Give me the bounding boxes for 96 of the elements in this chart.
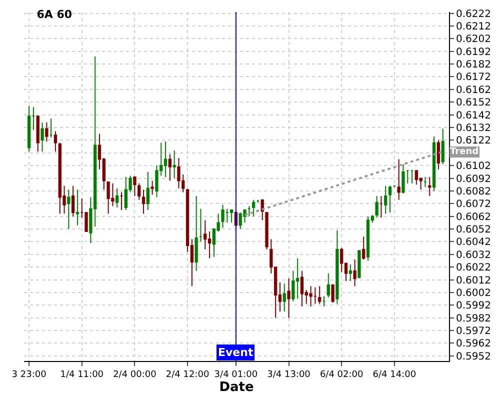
candlestick [384,185,388,214]
candlestick [146,171,150,210]
y-tick-label: 0.6022 [456,262,491,274]
candlestick [120,192,124,210]
candlestick [265,212,268,250]
candlestick [72,185,75,217]
x-tick-label: 3 23:00 [12,370,47,380]
y-tick-label: 0.6002 [456,288,491,299]
candlestick [138,182,141,200]
y-tick-label: 0.5952 [456,351,491,362]
x-axis-title: Date [219,380,254,395]
chart-title: 6A 60 [36,8,72,21]
y-tick-label: 0.6012 [456,275,491,286]
candlestick [326,272,330,298]
candlestick [133,176,136,197]
candlestick [287,278,290,318]
candlestick [252,199,256,217]
x-tick-label: 2/4 12:00 [166,370,210,380]
y-tick-label: 0.6212 [456,21,491,32]
candlestick [282,283,286,312]
y-tick-label: 0.6182 [456,60,491,71]
candlestick [318,286,322,304]
y-tick-label: 0.6122 [456,136,491,147]
candlestick [164,140,168,178]
candlestick [221,204,224,228]
y-tick-label: 0.6142 [456,110,491,122]
y-tick-label: 0.6042 [456,237,491,248]
candlestick [402,164,405,194]
ref-line-label: Event [218,346,254,359]
y-tick-label: 0.6192 [456,46,491,58]
y-tick-label: 0.5982 [456,313,491,324]
candlestick [410,170,414,184]
candlestick [256,199,260,203]
candlestick [331,284,334,304]
candlestick [67,189,70,230]
candlestick [436,140,440,170]
candlestick [380,196,383,218]
candlestick [397,158,400,200]
candlestick [406,170,410,184]
candlestick [348,264,352,282]
candlestick [353,258,356,287]
y-tick-label: 0.6222 [456,8,491,20]
candlestick [260,199,264,221]
y-tick-label: 0.5962 [456,338,491,350]
y-tick-label: 0.6052 [456,224,491,236]
y-tick-label: 0.6072 [456,199,491,210]
candlestick [76,189,80,226]
candlestick [142,189,146,214]
candlestick [428,176,432,197]
x-tick-label: 6/4 14:00 [372,370,416,380]
candlestick [168,154,172,182]
y-tick-label: 0.6032 [456,250,491,261]
candlestick [336,230,339,304]
candlestick [248,206,251,217]
y-tick-label: 0.6102 [456,161,491,172]
candlestick [172,150,176,179]
candlestick [45,122,48,142]
candlestick [424,176,427,188]
y-tick-label: 0.5972 [456,326,491,338]
x-tick-label: 3/4 01:00 [214,370,258,380]
candlestick [309,286,312,307]
y-tick-label: 0.6092 [456,174,491,185]
candlestick [375,196,378,218]
x-tick-label: 3/4 13:00 [267,370,311,380]
candlestick [40,122,44,152]
x-tick-label: 2/4 00:00 [113,370,157,380]
candlestick [230,209,234,224]
candlestick [199,208,202,242]
candlestick [36,116,40,152]
candlestick [358,250,361,280]
series-label: Trend [450,147,479,157]
candlestick [32,106,36,131]
candlestick [49,118,53,138]
candlestick [441,128,444,165]
y-tick-label: 0.6202 [456,34,491,46]
candlestick [150,180,154,196]
candlestick [362,236,366,260]
candlestick [194,196,198,272]
y-tick-label: 0.6172 [456,72,491,84]
candlestick [388,185,392,214]
x-tick-label: 1/4 11:00 [60,370,104,380]
candlestick [366,216,370,262]
candlestick [54,130,58,152]
y-tick-label: 0.6162 [456,84,491,96]
candlestick [116,188,119,208]
y-tick-label: 0.6082 [456,186,491,198]
x-tick-label: 6/4 02:00 [320,370,364,380]
y-tick-label: 0.5992 [456,300,491,312]
y-tick-label: 0.6062 [456,212,491,223]
y-tick-label: 0.6132 [456,122,491,134]
candlestick [177,157,180,189]
candlestick [432,136,436,192]
y-tick-label: 0.6152 [456,98,491,109]
candlestick [322,296,326,307]
candlestick [27,105,31,152]
candlestick [300,270,304,307]
